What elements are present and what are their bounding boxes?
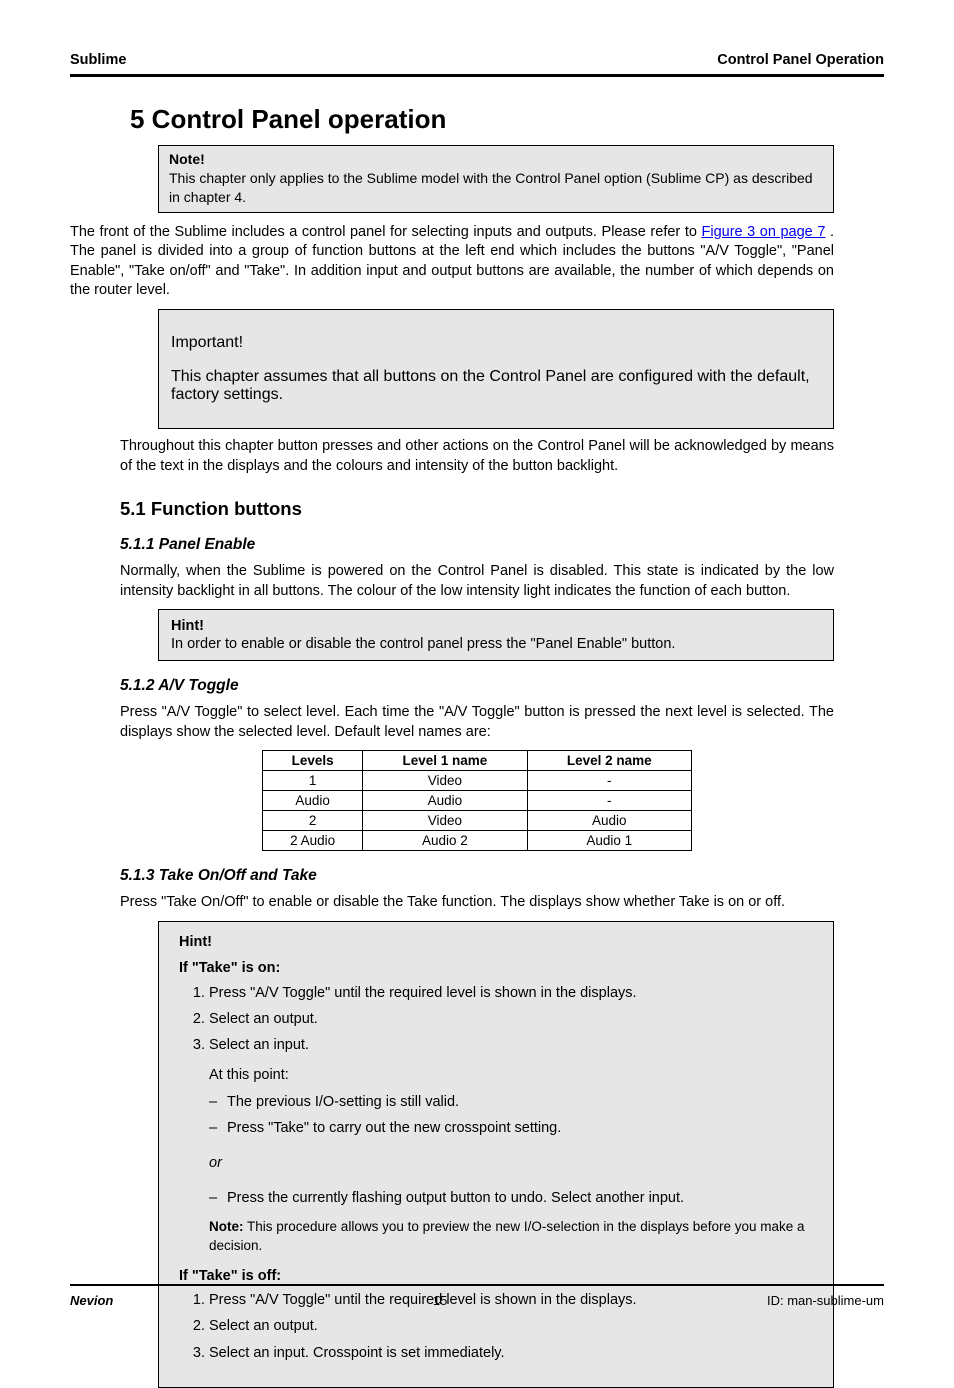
hint-head-2: Hint! bbox=[179, 932, 817, 952]
section-title: 5 Control Panel operation bbox=[130, 104, 834, 135]
hint-box-panel-enable: Hint! In order to enable or disable the … bbox=[158, 609, 834, 661]
subheading-function-buttons: 5.1 Function buttons bbox=[120, 498, 834, 520]
footer-id: ID: man-sublime-um bbox=[767, 1293, 884, 1308]
cell: Video bbox=[363, 811, 527, 831]
dash-list-1: The previous I/O-setting is still valid.… bbox=[179, 1092, 817, 1139]
col-level1: Level 1 name bbox=[363, 751, 527, 771]
col-level2: Level 2 name bbox=[527, 751, 691, 771]
intro-text-a: The front of the Sublime includes a cont… bbox=[70, 224, 701, 240]
table-row: 2 Audio Audio 2 Audio 1 bbox=[263, 831, 692, 851]
take-off-lead: If "Take" is off: bbox=[179, 1266, 817, 1286]
header-rule bbox=[70, 74, 884, 77]
table-row: Audio Audio - bbox=[263, 791, 692, 811]
step: Press "A/V Toggle" until the required le… bbox=[209, 983, 817, 1003]
subsub-take: 5.1.3 Take On/Off and Take bbox=[120, 867, 834, 885]
take-note-body: This procedure allows you to preview the… bbox=[209, 1219, 805, 1253]
step: Select an output. bbox=[209, 1316, 817, 1336]
page: Sublime Control Panel Operation 5 Contro… bbox=[0, 0, 954, 1350]
level-table-wrap: Levels Level 1 name Level 2 name 1 Video… bbox=[262, 750, 692, 851]
subsub-av-toggle: 5.1.2 A/V Toggle bbox=[120, 677, 834, 695]
cell: 1 bbox=[263, 771, 363, 791]
note-body: This chapter only applies to the Sublime… bbox=[169, 169, 823, 207]
at-this-point: At this point: bbox=[209, 1065, 817, 1085]
header-left: Sublime bbox=[70, 52, 126, 68]
intro-paragraph: The front of the Sublime includes a cont… bbox=[70, 223, 834, 301]
level-table: Levels Level 1 name Level 2 name 1 Video… bbox=[262, 750, 692, 851]
important-box: Important! This chapter assumes that all… bbox=[158, 309, 834, 429]
ack-paragraph: Throughout this chapter button presses a… bbox=[120, 437, 834, 476]
hint-head-1: Hint! bbox=[171, 618, 821, 634]
cell: Audio 2 bbox=[363, 831, 527, 851]
dash-item: Press the currently flashing output butt… bbox=[209, 1188, 817, 1208]
step: Select an input. Crosspoint is set immed… bbox=[209, 1343, 817, 1363]
note-head: Note! bbox=[169, 151, 823, 167]
panel-enable-paragraph: Normally, when the Sublime is powered on… bbox=[120, 562, 834, 601]
note-box: Note! This chapter only applies to the S… bbox=[158, 145, 834, 213]
table-body: 1 Video - Audio Audio - 2 Video Audio bbox=[263, 771, 692, 851]
take-note-head: Note: bbox=[209, 1219, 244, 1234]
cell: - bbox=[527, 771, 691, 791]
running-header: Sublime Control Panel Operation bbox=[70, 52, 884, 68]
dash-item: The previous I/O-setting is still valid. bbox=[209, 1092, 817, 1112]
footer: Nevion 15 ID: man-sublime-um bbox=[70, 1293, 884, 1308]
cell: 2 bbox=[263, 811, 363, 831]
footer-rule bbox=[70, 1284, 884, 1286]
take-note: Note: This procedure allows you to previ… bbox=[209, 1218, 817, 1256]
table-header-row: Levels Level 1 name Level 2 name bbox=[263, 751, 692, 771]
footer-pageno: 15 bbox=[433, 1293, 447, 1308]
hint-box-take: Hint! If "Take" is on: Press "A/V Toggle… bbox=[158, 921, 834, 1388]
important-head: Important! bbox=[171, 334, 821, 352]
cell: Audio bbox=[527, 811, 691, 831]
hint-body-1: In order to enable or disable the contro… bbox=[171, 636, 821, 652]
dash-item: Press "Take" to carry out the new crossp… bbox=[209, 1118, 817, 1138]
cell: Audio 1 bbox=[527, 831, 691, 851]
table-row: 2 Video Audio bbox=[263, 811, 692, 831]
take-on-label: If "Take" is on: bbox=[179, 960, 280, 976]
av-toggle-paragraph: Press "A/V Toggle" to select level. Each… bbox=[120, 703, 834, 742]
footer-vendor: Nevion bbox=[70, 1293, 113, 1308]
take-intro-paragraph: Press "Take On/Off" to enable or disable… bbox=[120, 893, 834, 913]
cell: Audio bbox=[363, 791, 527, 811]
take-on-steps: Press "A/V Toggle" until the required le… bbox=[179, 983, 817, 1056]
cell: Audio bbox=[263, 791, 363, 811]
cell: 2 Audio bbox=[263, 831, 363, 851]
dash-list-2: Press the currently flashing output butt… bbox=[179, 1188, 817, 1208]
content-area: 5 Control Panel operation Note! This cha… bbox=[120, 86, 834, 1388]
take-on-lead: If "Take" is on: bbox=[179, 958, 817, 978]
figure-link[interactable]: Figure 3 on page 7 bbox=[701, 224, 825, 240]
take-off-label: If "Take" is off: bbox=[179, 1268, 281, 1284]
step: Select an output. bbox=[209, 1009, 817, 1029]
cell: - bbox=[527, 791, 691, 811]
important-body: This chapter assumes that all buttons on… bbox=[171, 368, 821, 404]
col-levels: Levels bbox=[263, 751, 363, 771]
table-row: 1 Video - bbox=[263, 771, 692, 791]
header-right: Control Panel Operation bbox=[717, 52, 884, 68]
or-label: or bbox=[209, 1153, 817, 1173]
subsub-panel-enable: 5.1.1 Panel Enable bbox=[120, 536, 834, 554]
cell: Video bbox=[363, 771, 527, 791]
step: Select an input. bbox=[209, 1035, 817, 1055]
